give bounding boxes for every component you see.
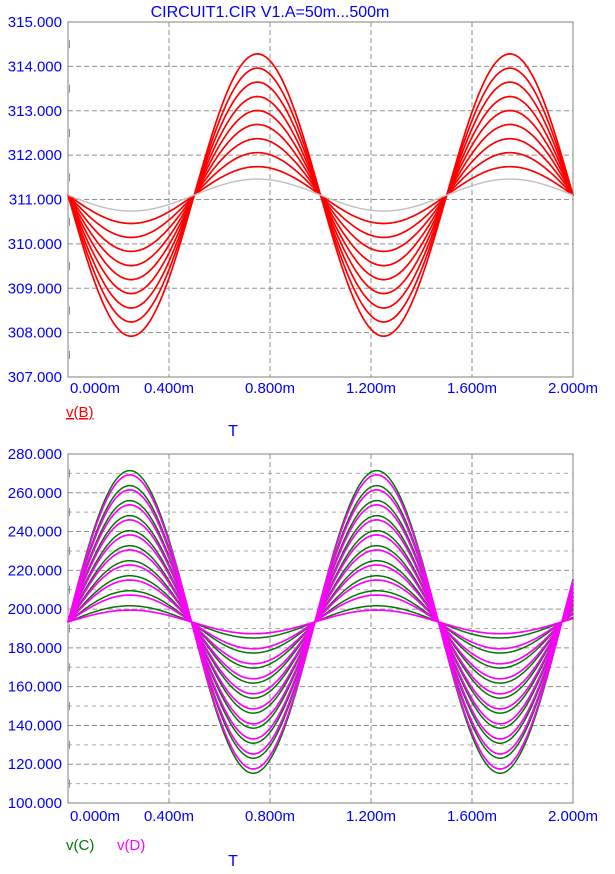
- trace-v(C)-branch-5: [67, 529, 574, 714]
- chart-title: CIRCUIT1.CIR V1.A=50m...500m: [151, 4, 390, 21]
- curves: [67, 53, 574, 338]
- trace-v(D)-branch-9: [67, 473, 574, 770]
- y-tick-label: 308.000: [8, 325, 62, 342]
- x-tick-label: 0.000m: [70, 808, 120, 825]
- y-tick-label: 200.000: [8, 601, 62, 618]
- y-tick-label: 309.000: [8, 280, 62, 297]
- xaxis-label-top: T: [228, 423, 238, 440]
- legend-vC: v(C): [66, 837, 94, 854]
- trace-v(D)-branch-8: [67, 489, 574, 755]
- x-tick-labels: 0.000m 0.400m 0.800m 1.200m 1.600m 2.000m: [70, 808, 598, 825]
- bottom-chart: 280.000 260.000 240.000 220.000 200.000 180.0…: [8, 446, 598, 825]
- trace-v(D)-branch-0: [67, 609, 574, 635]
- x-tick-label: 2.000m: [548, 808, 598, 825]
- y-tick-label: 313.000: [8, 103, 62, 120]
- x-tick-label: 1.600m: [447, 808, 497, 825]
- x-tick-label: 0.800m: [245, 808, 295, 825]
- x-tick-label: 1.200m: [346, 808, 396, 825]
- trace-v(D)-branch-3: [67, 564, 574, 680]
- x-tick-label: 0.000m: [70, 380, 120, 397]
- x-tick-label: 2.000m: [548, 380, 598, 397]
- x-tick-label: 1.600m: [447, 380, 497, 397]
- y-tick-label: 314.000: [8, 58, 62, 75]
- y-tick-label: 260.000: [8, 485, 62, 502]
- y-tick-label: 311.000: [9, 192, 62, 209]
- y-tick-label: 100.000: [8, 795, 62, 812]
- y-tick-label: 312.000: [8, 147, 62, 164]
- y-tick-label: 120.000: [8, 756, 62, 773]
- trace-v(C)-branch-6: [67, 514, 574, 729]
- y-tick-label: 240.000: [8, 524, 62, 541]
- y-tick-label: 307.000: [8, 369, 62, 386]
- xaxis-label-bottom: T: [228, 853, 238, 870]
- gridlines: [68, 22, 573, 377]
- y-tick-label: 220.000: [8, 562, 62, 579]
- y-tick-labels: 280.000 260.000 240.000 220.000 200.000 180.0…: [8, 446, 62, 812]
- legend-vB: v(B): [66, 404, 94, 421]
- trace-v(D)-branch-2: [67, 579, 574, 665]
- x-tick-label: 0.800m: [245, 380, 295, 397]
- x-tick-label: 0.400m: [144, 808, 194, 825]
- y-tick-label: 315.000: [8, 14, 62, 31]
- curves: [67, 469, 574, 774]
- x-tick-labels: 0.000m 0.400m 0.800m 1.200m 1.600m 2.000m: [70, 380, 598, 397]
- y-tick-labels: 315.000 314.000 313.000 312.000 311.000 310.0…: [8, 14, 62, 386]
- trace-v(D)-branch-4: [67, 549, 574, 695]
- x-tick-label: 0.400m: [144, 380, 194, 397]
- trace-v(B)-smallest-step-branch-0: [67, 178, 574, 212]
- y-tick-label: 160.000: [8, 679, 62, 696]
- y-tick-label: 180.000: [8, 640, 62, 657]
- x-tick-label: 1.200m: [346, 380, 396, 397]
- top-chart: 315.000 314.000 313.000 312.000 311.000 310.0…: [8, 14, 598, 397]
- trace-v(D)-branch-1: [67, 594, 574, 650]
- y-tick-label: 280.000: [8, 446, 62, 463]
- legend-vD: v(D): [117, 837, 145, 854]
- plot-border: [67, 453, 574, 804]
- gridlines: [68, 454, 573, 803]
- y-tick-label: 310.000: [8, 236, 62, 253]
- y-tick-label: 140.000: [8, 717, 62, 734]
- plot-border: [67, 21, 574, 378]
